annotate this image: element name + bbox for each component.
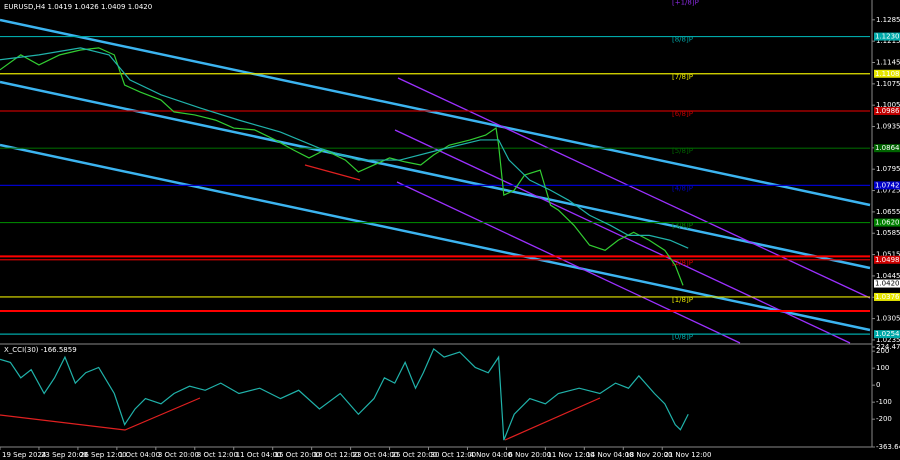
level-price-label: 1.1108 [875,70,900,78]
level-price-box [874,106,900,115]
level-price-box [874,181,900,190]
channel-line [0,18,871,207]
murrey-label: [2/8]P [672,259,693,267]
level-price-box [874,292,900,301]
murrey-label: [5/8]P [672,147,693,155]
channel-line [0,80,871,270]
regression-line [397,77,871,299]
divergence-line [0,397,201,431]
regression-line [396,181,741,344]
regression-lines [394,77,871,344]
y-tick-label: 1.1285 [876,16,900,24]
y-tick-label: 1.0725 [876,187,900,195]
y-tick-label: 1.1075 [876,80,900,88]
x-tick-label: 15 Oct 20:00 [275,451,321,459]
series-line [0,347,689,441]
x-tick-label: 23 Oct 04:00 [353,451,399,459]
indicator-title: X_CCI(30) -166.5859 [4,346,77,354]
y-tick-label: 1.0655 [876,208,900,216]
y-tick-label: 224.4725 [876,343,900,351]
x-tick-label: 8 Oct 12:00 [197,451,238,459]
regression-line [394,129,851,344]
murrey-label: [0/8]P [672,333,693,341]
level-price-box [874,218,900,227]
y-tick-label: 1.0585 [876,229,900,237]
y-tick-label: 1.0305 [876,315,900,323]
y-tick-label: 100 [876,364,889,372]
level-price-box [874,69,900,78]
divergence-lines [0,164,601,441]
x-tick-label: 1 Oct 04:00 [119,451,160,459]
x-tick-label: 18 Nov 20:00 [625,451,672,459]
x-tick-label: 11 Oct 04:00 [236,451,282,459]
y-tick-label: 1.0515 [876,251,900,259]
x-tick-label: 25 Oct 20:00 [392,451,438,459]
last-price-box [874,279,900,288]
y-tick-label: 1.0445 [876,272,900,280]
murrey-label: [7/8]P [672,73,693,81]
x-tick-label: 18 Oct 12:00 [314,451,360,459]
y-tick-label: -100 [876,398,892,406]
channel-lines [0,18,871,332]
murrey-label: [6/8]P [672,110,693,118]
y-tick-label: 1.0795 [876,165,900,173]
x-tick-label: 3 Oct 20:00 [158,451,199,459]
y-tick-label: -363.6414 [876,443,900,451]
level-price-label: 1.0254 [875,330,900,338]
level-price-label: 1.0864 [875,144,900,152]
y-tick-label: 1.1005 [876,101,900,109]
x-tick-label: 21 Nov 12:00 [664,451,711,459]
level-price-box [874,144,900,153]
murrey-label: [4/8]P [672,184,693,192]
level-price-box [874,330,900,339]
x-tick-label: 23 Sep 20:00 [41,451,88,459]
x-tick-label: 19 Sep 2024 [2,451,47,459]
level-price-label: 1.0620 [875,219,900,227]
last-price-label: 1.0420 [875,280,900,288]
murrey-label: [+1/8]P [672,0,699,6]
level-price-label: 1.1230 [875,33,900,41]
y-tick-label: 1.1145 [876,59,900,67]
y-tick-label: 1.1215 [876,37,900,45]
y-tick-label: 1.0235 [876,336,900,344]
chart-title: EURUSD,H4 1.0419 1.0426 1.0409 1.0420 [4,3,152,11]
y-tick-label: 0 [876,381,880,389]
y-tick-label: 200 [876,347,889,355]
x-tick-label: 26 Sep 12:00 [80,451,127,459]
series-line [0,47,689,249]
y-tick-label: -200 [876,415,892,423]
level-price-label: 1.0376 [875,293,900,301]
level-price-label: 1.0498 [875,256,900,264]
murrey-label: [1/8]P [672,296,693,304]
level-price-box [874,255,900,264]
x-tick-label: 14 Nov 04:00 [586,451,633,459]
level-price-label: 1.0986 [875,107,900,115]
x-tick-label: 6 Nov 20:00 [508,451,551,459]
level-price-label: 1.0742 [875,181,900,189]
divergence-line [304,164,361,181]
murrey-label: [8/8]P [672,36,693,44]
murrey-label: [3/8]P [672,222,693,230]
y-tick-label: 1.0935 [876,123,900,131]
x-tick-label: 11 Nov 12:00 [547,451,594,459]
x-tick-label: 4 Nov 04:00 [469,451,512,459]
level-price-box [874,32,900,41]
divergence-line [504,397,601,441]
channel-line [0,143,871,332]
x-tick-label: 30 Oct 12:00 [431,451,477,459]
